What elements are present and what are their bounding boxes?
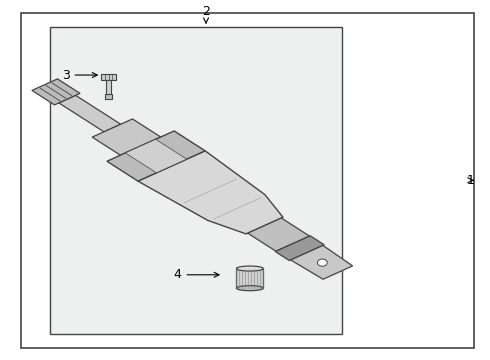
Text: 1: 1: [466, 174, 474, 187]
Bar: [50, 27, 343, 334]
Polygon shape: [138, 151, 283, 234]
Text: 3: 3: [62, 68, 97, 81]
Circle shape: [318, 259, 327, 266]
Ellipse shape: [237, 266, 263, 271]
Text: 4: 4: [174, 268, 219, 281]
Polygon shape: [248, 218, 310, 251]
Polygon shape: [59, 95, 121, 132]
Polygon shape: [92, 119, 161, 155]
Ellipse shape: [237, 285, 263, 291]
Bar: [101, 73, 116, 80]
Polygon shape: [275, 236, 324, 261]
Polygon shape: [291, 246, 353, 279]
Polygon shape: [125, 139, 187, 173]
Text: 2: 2: [202, 5, 210, 24]
Polygon shape: [32, 79, 80, 105]
Polygon shape: [107, 131, 205, 181]
Bar: [237, 269, 263, 288]
Bar: [106, 80, 111, 96]
Bar: [105, 94, 112, 99]
